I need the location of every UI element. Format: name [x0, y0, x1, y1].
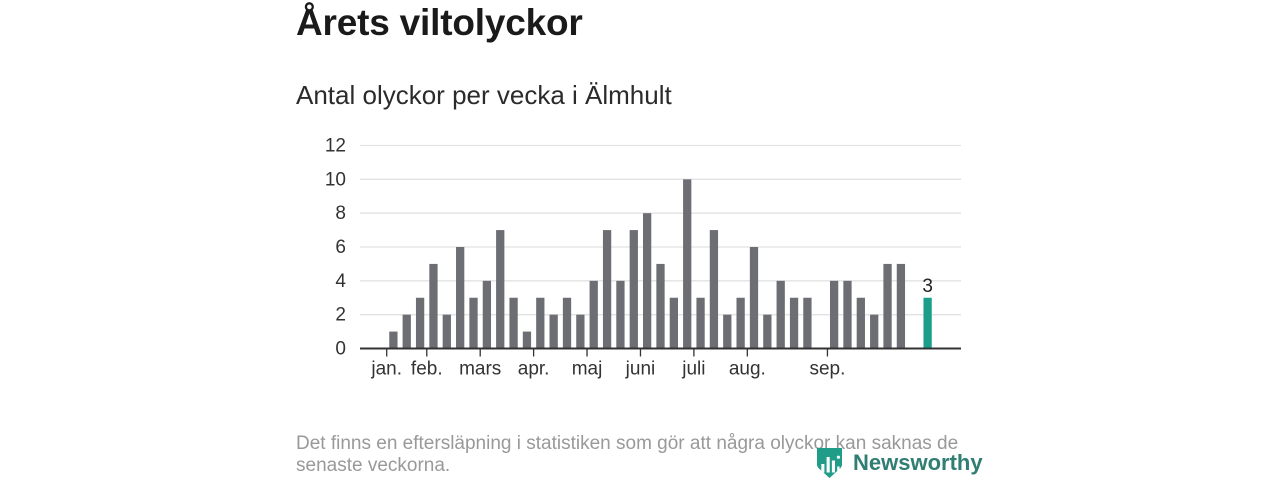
- svg-text:maj: maj: [572, 359, 603, 380]
- svg-text:juli: juli: [681, 359, 705, 380]
- svg-text:Newsworthy: Newsworthy: [853, 450, 983, 475]
- svg-text:sep.: sep.: [809, 359, 845, 380]
- svg-text:10: 10: [325, 169, 346, 190]
- svg-text:6: 6: [335, 237, 346, 258]
- svg-text:3: 3: [922, 276, 933, 297]
- svg-text:0: 0: [335, 339, 346, 360]
- svg-text:apr.: apr.: [518, 359, 550, 380]
- svg-text:aug.: aug.: [729, 359, 766, 380]
- svg-text:2: 2: [335, 305, 346, 326]
- svg-text:12: 12: [325, 136, 346, 157]
- svg-text:juni: juni: [625, 359, 656, 380]
- svg-text:4: 4: [335, 271, 346, 292]
- svg-text:feb.: feb.: [411, 359, 443, 380]
- svg-text:8: 8: [335, 203, 346, 224]
- svg-text:mars: mars: [459, 359, 501, 380]
- svg-text:jan.: jan.: [370, 359, 402, 380]
